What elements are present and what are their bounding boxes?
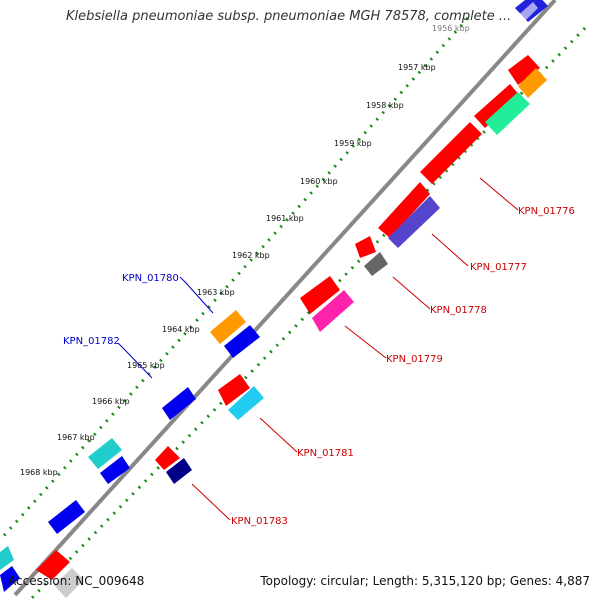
leader-line bbox=[117, 342, 153, 379]
leader-line bbox=[431, 233, 469, 267]
gene-label-forward: KPN_01782 bbox=[63, 336, 120, 347]
reverse-genes[interactable] bbox=[36, 55, 547, 598]
ruler-label: 1964 kbp bbox=[162, 325, 200, 334]
gene-feature[interactable] bbox=[162, 387, 196, 420]
gene-feature[interactable] bbox=[474, 84, 520, 128]
gene-feature[interactable] bbox=[48, 500, 85, 534]
gene-feature[interactable] bbox=[378, 182, 430, 238]
ruler-label: 1957 kbp bbox=[398, 63, 436, 72]
forward-genes[interactable] bbox=[0, 0, 548, 592]
gene-label-reverse: KPN_01779 bbox=[386, 354, 443, 365]
gene-feature[interactable] bbox=[88, 438, 122, 469]
gene-feature[interactable] bbox=[210, 310, 246, 344]
gene-feature[interactable] bbox=[54, 568, 84, 598]
gene-feature[interactable] bbox=[0, 546, 14, 570]
gene-feature[interactable] bbox=[0, 566, 20, 592]
title-bar: Klebsiella pneumoniae subsp. pneumoniae … bbox=[0, 0, 600, 36]
gene-label-reverse: KPN_01776 bbox=[518, 206, 575, 217]
accession-text: Accession: NC_009648 bbox=[8, 574, 145, 588]
gene-feature[interactable] bbox=[166, 458, 192, 484]
ruler-label: 1956 kbp bbox=[432, 24, 470, 33]
genome-backbone bbox=[13, 0, 557, 597]
gene-feature[interactable] bbox=[224, 325, 260, 358]
gene-feature[interactable] bbox=[515, 2, 538, 26]
ruler-labels: 1956 kbp 1957 kbp 1958 kbp 1959 kbp 1960… bbox=[20, 24, 470, 477]
gene-feature[interactable] bbox=[312, 290, 354, 332]
gene-feature[interactable] bbox=[300, 276, 340, 314]
leader-line bbox=[191, 483, 231, 521]
gene-feature[interactable] bbox=[355, 236, 376, 258]
gene-feature[interactable] bbox=[218, 374, 250, 406]
gene-feature[interactable] bbox=[228, 386, 264, 420]
gene-feature[interactable] bbox=[485, 92, 530, 135]
footer-bar: Accession: NC_009648 Topology: circular;… bbox=[0, 566, 600, 600]
gene-label-reverse: KPN_01783 bbox=[231, 516, 288, 527]
label-leader-lines bbox=[117, 177, 519, 521]
gene-feature[interactable] bbox=[100, 456, 130, 484]
ruler-label: 1965 kbp bbox=[127, 361, 165, 370]
gene-feature[interactable] bbox=[36, 550, 70, 580]
gene-label-reverse: KPN_01778 bbox=[430, 305, 487, 316]
ruler-label: 1960 kbp bbox=[300, 177, 338, 186]
gene-feature[interactable] bbox=[508, 55, 540, 85]
gene-label-reverse: KPN_01781 bbox=[297, 448, 354, 459]
leader-line bbox=[179, 276, 214, 314]
leader-line bbox=[479, 177, 519, 211]
ruler-label: 1967 kbp bbox=[57, 433, 95, 442]
leader-line bbox=[392, 276, 431, 310]
outer-ruler-track bbox=[0, 16, 470, 542]
ruler-label: 1959 kbp bbox=[334, 139, 372, 148]
ruler-label: 1962 kbp bbox=[232, 251, 270, 260]
gene-feature[interactable] bbox=[155, 446, 180, 470]
leader-line bbox=[259, 417, 298, 453]
gene-feature[interactable] bbox=[388, 196, 440, 248]
gene-labels: KPN_01780 KPN_01782 KPN_01776 KPN_01777 … bbox=[63, 206, 575, 527]
map-title: Klebsiella pneumoniae subsp. pneumoniae … bbox=[66, 9, 512, 24]
gene-feature[interactable] bbox=[518, 68, 547, 98]
ruler-label: 1958 kbp bbox=[366, 101, 404, 110]
ruler-label: 1966 kbp bbox=[92, 397, 130, 406]
leader-line bbox=[344, 325, 387, 359]
gene-label-reverse: KPN_01777 bbox=[470, 262, 527, 273]
genome-summary-text: Topology: circular; Length: 5,315,120 bp… bbox=[260, 574, 590, 588]
ruler-label: 1961 kbp bbox=[266, 214, 304, 223]
gene-feature[interactable] bbox=[420, 122, 482, 184]
gene-label-forward: KPN_01780 bbox=[122, 273, 179, 284]
ruler-label: 1968 kbp bbox=[20, 468, 58, 477]
gene-feature[interactable] bbox=[364, 252, 388, 276]
ruler-label: 1963 kbp bbox=[197, 288, 235, 297]
